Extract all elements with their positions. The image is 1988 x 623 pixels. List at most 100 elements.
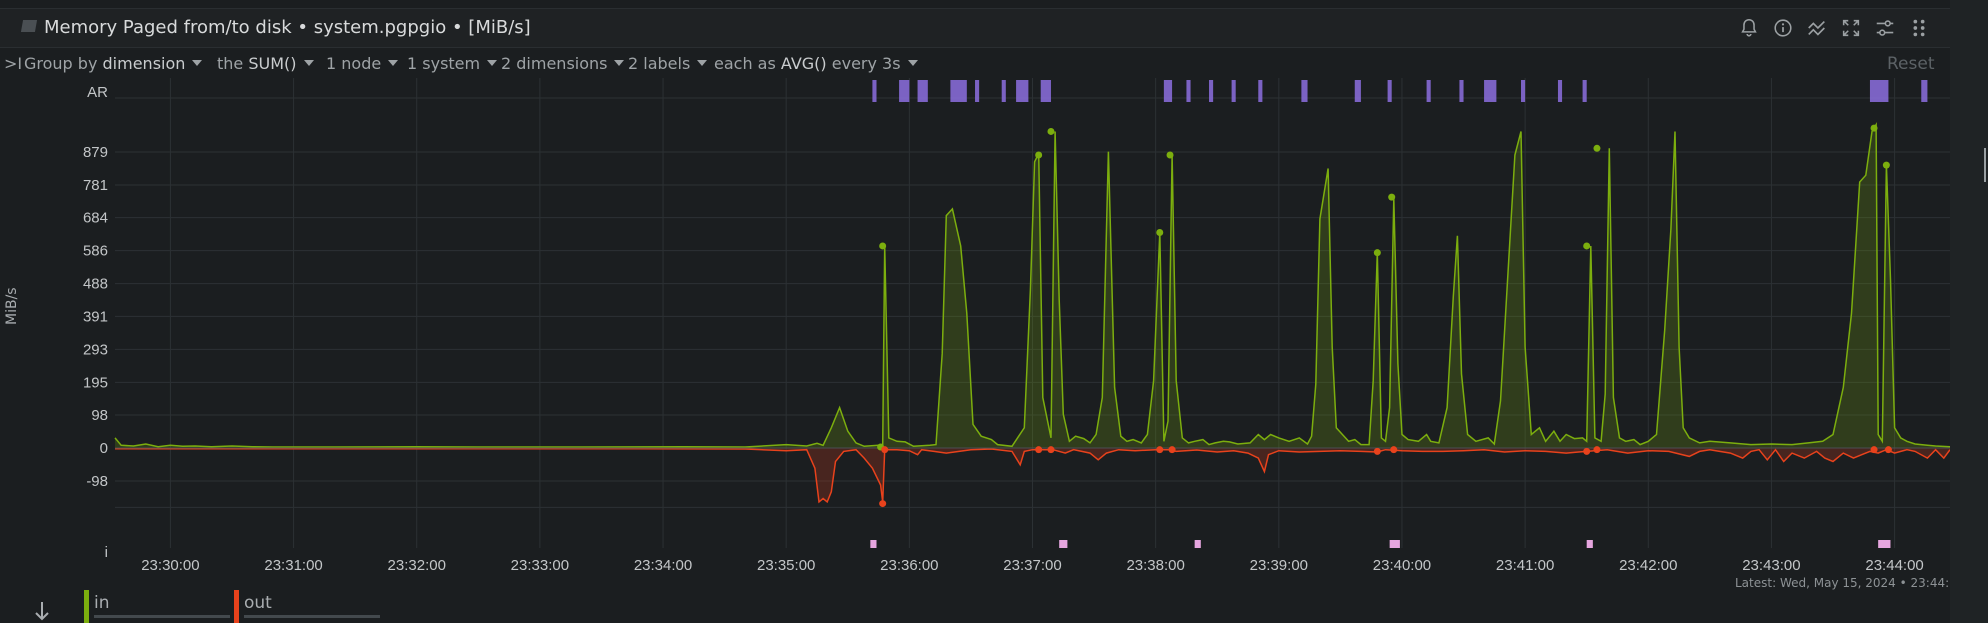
legend-swatch-out [234,590,239,623]
anomaly-bar [1557,80,1563,102]
group-by-dropdown[interactable]: Group by dimension [24,54,203,73]
anomaly-bar [1001,80,1006,102]
x-tick-label: 23:33:00 [511,557,569,574]
x-tick-label: 23:34:00 [634,557,692,574]
chevron-down-icon [697,59,708,66]
x-tick-label: 23:43:00 [1742,557,1800,574]
x-tick-label: 23:35:00 [757,557,815,574]
series-point-in [1047,127,1055,135]
chevron-down-icon [614,59,625,66]
chart-units: [MiB/s] [468,17,531,38]
x-tick-label: 23:39:00 [1250,557,1308,574]
y-tick-label: 391 [83,308,108,325]
anomaly-bar [917,80,928,102]
aggregation-dropdown[interactable]: the SUM() [217,54,314,73]
chevron-down-icon [487,59,498,66]
anomaly-bar [1869,80,1889,102]
series-point-in [1882,161,1890,169]
y-tick-label: -98 [86,473,108,490]
anomaly-bar [1258,80,1263,102]
chart-type-icon[interactable] [1804,15,1830,41]
title-bar: Memory Paged from/to disk • system.pgpgi… [0,8,1950,48]
nodes-dropdown[interactable]: 1 node [326,54,399,73]
annotation-marker [1389,540,1400,548]
bell-icon[interactable] [1736,15,1762,41]
fullscreen-icon[interactable] [1838,15,1864,41]
series-point-in [1156,228,1164,236]
anomaly-bar [1209,80,1214,102]
legend-bar-out [244,615,380,618]
drag-handle-icon[interactable] [1906,15,1932,41]
x-tick-label: 23:42:00 [1619,557,1677,574]
annotation-row-label: i [105,544,108,561]
series-point-out [1035,446,1043,454]
x-tick-label: 23:32:00 [388,557,446,574]
anomaly-bar [1354,80,1361,102]
series-line-in [114,122,1950,448]
series-point-in [1166,151,1174,159]
anomaly-bar [1387,80,1392,102]
y-tick-label: 684 [83,210,108,227]
series-point-in [1593,144,1601,152]
series-point-out [1168,446,1176,454]
x-tick-label: 23:41:00 [1496,557,1554,574]
anomaly-row-label: AR [87,84,108,101]
systems-dropdown[interactable]: 1 system [407,54,498,73]
scrollbar-thumb[interactable] [1984,148,1986,182]
anomaly-bar [1301,80,1308,102]
y-tick-label: 195 [83,374,108,391]
chevron-down-icon [192,59,203,66]
chevron-down-icon [388,59,399,66]
chart-area[interactable]: 879 781 684 586 488 391 293 195 98 0 -98 23:30:00 23… [0,78,1950,578]
annotation-marker [1586,540,1593,548]
series-point-in [1373,249,1381,257]
anomaly-bar [1582,80,1587,102]
anomaly-bar [1231,80,1236,102]
y-tick-label: 781 [83,177,108,194]
series-point-in [1388,193,1396,201]
series-point-out [1156,446,1164,454]
x-tick-label: 23:36:00 [880,557,938,574]
collapse-toggle[interactable]: >I [4,54,23,73]
series-point-in [1583,242,1591,250]
legend-label-out: out [244,593,272,613]
series-point-out [881,446,889,454]
series-point-in [1870,124,1878,132]
y-tick-label: 488 [83,276,108,293]
anomaly-bar [975,80,980,102]
series-area-out [115,448,1950,502]
legend-bar-in [94,615,230,618]
series-point-out [879,500,887,508]
series-area-in [115,124,1950,448]
settings-sliders-icon[interactable] [1872,15,1898,41]
page-scrollbar[interactable] [1950,0,1988,623]
anomaly-bar [1426,80,1431,102]
series-point-out [1583,447,1591,455]
info-icon[interactable] [1770,15,1796,41]
y-tick-label: 0 [100,440,108,457]
series-point-out [1593,446,1601,454]
y-tick-label: 879 [83,144,108,161]
reset-button[interactable]: Reset [1887,54,1935,74]
time-aggregation-dropdown[interactable]: each as AVG() every 3s [714,54,918,73]
anomaly-bar [1040,80,1051,102]
y-tick-label: 586 [83,243,108,260]
x-tick-label: 23:38:00 [1126,557,1184,574]
chart-title-text: Memory Paged from/to disk [44,17,292,38]
x-tick-label: 23:31:00 [264,557,322,574]
chevron-down-icon [303,59,314,66]
arrow-down-icon[interactable] [33,600,51,622]
anomaly-bar [1521,80,1526,102]
series-point-out [1373,447,1381,455]
series-point-out [1390,446,1398,454]
series-line-out [115,447,1950,504]
anomaly-bar [899,80,910,102]
legend-swatch-in [84,590,89,623]
labels-dropdown[interactable]: 2 labels [628,54,708,73]
y-axis-title: MiB/s [4,287,20,325]
chart-drag-icon[interactable] [20,20,38,32]
dimensions-dropdown[interactable]: 2 dimensions [501,54,625,73]
y-tick-label: 98 [91,407,108,424]
series-point-in [1035,151,1043,159]
